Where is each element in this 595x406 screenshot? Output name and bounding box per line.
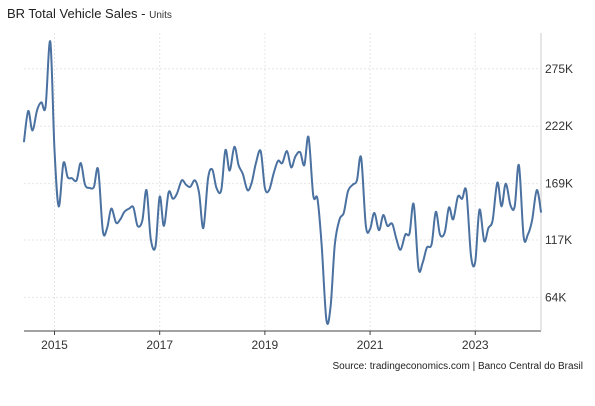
chart-subtitle: Units — [149, 10, 172, 21]
y-tick-label: 64K — [545, 290, 566, 304]
y-tick-label: 117K — [545, 233, 572, 247]
y-tick-label: 222K — [545, 119, 573, 133]
y-tick-label: 169K — [545, 177, 573, 191]
x-tick-label: 2017 — [146, 338, 173, 352]
x-tick-label: 2023 — [462, 338, 489, 352]
x-tick-label: 2015 — [41, 338, 68, 352]
series-line — [23, 40, 542, 326]
y-tick-label: 275K — [545, 62, 573, 76]
x-tick-label: 2021 — [357, 338, 384, 352]
x-tick-label: 2019 — [252, 338, 279, 352]
chart-title: BR Total Vehicle Sales - Units — [7, 6, 172, 21]
chart-title-main: BR Total Vehicle Sales — [7, 6, 138, 21]
source-note: Source: tradingeconomics.com | Banco Cen… — [332, 361, 584, 372]
